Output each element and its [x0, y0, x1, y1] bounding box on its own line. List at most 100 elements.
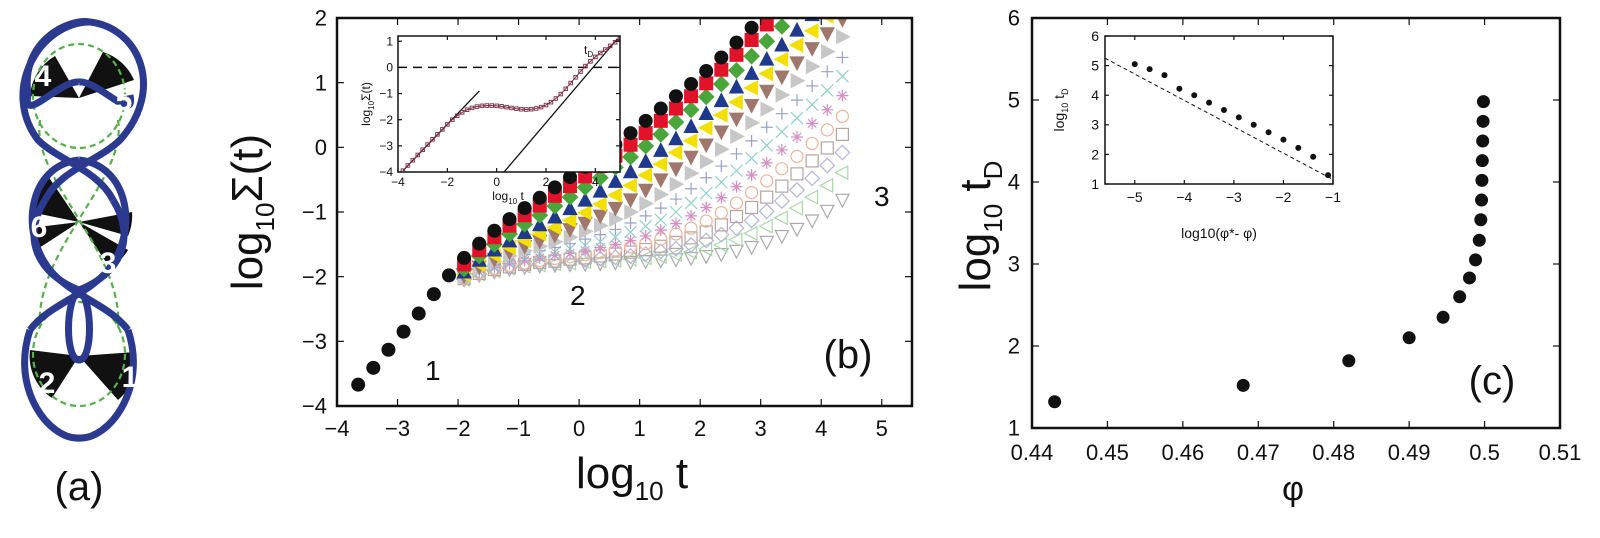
- panel-b-point-s8: [594, 228, 607, 241]
- panel-b-point-s3: [652, 126, 670, 143]
- panel-b-point-s5: [607, 187, 622, 203]
- panel-b-point-s5: [743, 80, 758, 96]
- panel-b-point-s10: [654, 224, 667, 237]
- panel-b-inset-slope-line: [503, 38, 619, 172]
- panel-b-point-s4: [713, 92, 730, 108]
- panel-b-annotation-1: 1: [425, 355, 441, 386]
- x-tick-label: −5: [1127, 189, 1143, 205]
- panel-b-point-s11: [790, 149, 804, 163]
- panel-b-inset-point: [430, 137, 435, 142]
- panel-b-point-s14: [682, 244, 698, 260]
- panel-c-inset-point: [1146, 66, 1153, 73]
- panel-b-inset-xlabel: log10 t: [492, 189, 524, 206]
- x-tick-label: 0.5: [1469, 440, 1500, 465]
- panel-b-yticks: −4 −3 −2 −1 0 1 2: [302, 6, 912, 419]
- panel-b-inset-point: [459, 110, 465, 115]
- panel-b-point-s15: [653, 254, 669, 269]
- knot-inner-bottom: [65, 287, 93, 364]
- panel-a-label: (a): [55, 465, 104, 509]
- panel-b-point-s9: [805, 98, 819, 112]
- x-tick-label: 1: [634, 416, 646, 441]
- panel-b-point-s4: [774, 36, 790, 52]
- panel-c-inset-point: [1265, 129, 1272, 136]
- panel-b-point-s7: [820, 43, 836, 60]
- panel-c-inset-background: [1105, 36, 1333, 184]
- panel-b-inset-point: [514, 106, 519, 111]
- panel-b-point-s6: [592, 209, 608, 225]
- panel-b-point-s4: [592, 182, 608, 198]
- x-tick-label: 0.51: [1539, 440, 1582, 465]
- panel-b-inset-point: [558, 91, 564, 97]
- panel-b-point-s12: [835, 127, 849, 141]
- panel-c-point: [1476, 114, 1490, 128]
- x-tick-label: −4: [324, 416, 349, 441]
- y-tick-label: −1: [302, 200, 327, 225]
- panel-b-point-s8: [791, 94, 803, 107]
- panel-b-point-s13: [743, 212, 760, 229]
- panel-b-point-s2: [638, 126, 653, 141]
- panel-b-inset-point: [415, 152, 420, 158]
- panel-b-point-s12: [790, 167, 804, 181]
- panel-b-point-s7: [624, 204, 639, 220]
- panel-c-point: [1462, 271, 1476, 285]
- y-tick-label: 2: [315, 6, 327, 31]
- panel-c-point: [1453, 290, 1467, 304]
- panel-b-xticks: −4 −3 −2 −1 0 1 2 3 4 5: [324, 18, 888, 441]
- panel-b-point-s3: [667, 113, 685, 131]
- panel-b-inset-point: [563, 86, 568, 92]
- panel-c-point: [1342, 354, 1356, 368]
- panel-b-point-s13: [788, 181, 806, 199]
- panel-b-point-s4: [622, 163, 639, 179]
- panel-b-point-s1: [487, 223, 502, 238]
- panel-b-point-s5: [591, 196, 607, 212]
- panel-b-point-s2: [699, 76, 714, 91]
- panel-b-point-s1: [381, 342, 396, 357]
- panel-b-point-s6: [713, 125, 730, 141]
- panel-c-inset-point: [1220, 107, 1227, 113]
- panel-b-point-s14: [652, 249, 667, 265]
- y-tick-label: 3: [1008, 252, 1020, 277]
- panel-b-point-s10: [730, 180, 743, 193]
- panel-c-point: [1476, 134, 1490, 148]
- panel-b-point-s7: [836, 29, 851, 45]
- panel-b-point-s4: [759, 50, 775, 66]
- panel-b-point-s13: [804, 170, 821, 187]
- panel-b-point-s13: [667, 240, 684, 257]
- panel-b-point-s10: [821, 103, 834, 116]
- panel-b-point-s1: [653, 101, 668, 116]
- panel-b-inset-point: [593, 54, 598, 60]
- panel-b-point-s5: [561, 212, 577, 229]
- panel-b-point-s4: [653, 142, 669, 157]
- panel-b-point-s2: [578, 169, 593, 184]
- panel-b-inset-point: [568, 80, 573, 86]
- panel-b-point-s5: [803, 23, 819, 39]
- x-tick-label: 0.44: [1011, 440, 1054, 465]
- panel-b-point-s7: [593, 217, 609, 234]
- x-tick-label: 4: [815, 416, 827, 441]
- panel-b-inset-point: [450, 117, 455, 122]
- dashed-loop-bottom: [31, 300, 127, 408]
- panel-b-point-s3: [682, 101, 700, 119]
- panel-b-point-s8: [760, 121, 773, 134]
- panel-b-point-s1: [684, 76, 699, 91]
- panel-b-point-s12: [775, 179, 789, 193]
- panel-b-point-s9: [745, 151, 759, 165]
- panel-b-point-s14: [667, 247, 682, 263]
- panel-c-point: [1472, 233, 1486, 247]
- panel-b-point-s11: [760, 174, 774, 188]
- panel-b-inset-point: [435, 132, 440, 137]
- panel-b-point-s9: [820, 84, 834, 97]
- panel-b-point-s6: [743, 99, 760, 114]
- x-tick-label: −2: [440, 175, 454, 189]
- panel-b-inset-point: [519, 106, 524, 112]
- panel-b-point-s10: [579, 244, 592, 257]
- panel-b-inset-point: [588, 59, 593, 64]
- x-tick-label: −2: [1275, 189, 1291, 205]
- panel-b-inset-point: [479, 103, 485, 109]
- x-tick-label: −2: [446, 416, 471, 441]
- panel-b-point-s6: [607, 201, 624, 217]
- panel-c-point: [1436, 310, 1450, 324]
- panel-c-inset-fit-line: [1105, 57, 1333, 181]
- panel-b-inset-point: [474, 104, 480, 109]
- panel-b-point-s11: [745, 186, 759, 200]
